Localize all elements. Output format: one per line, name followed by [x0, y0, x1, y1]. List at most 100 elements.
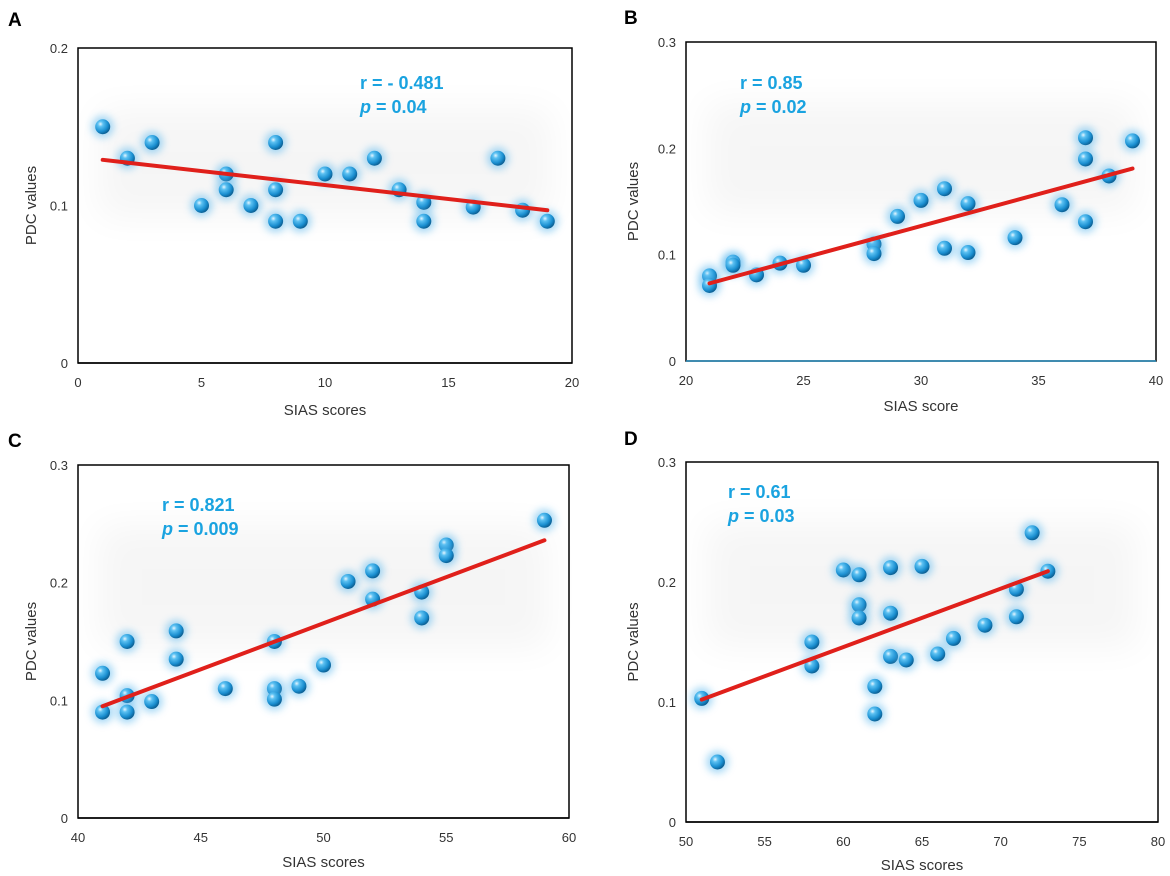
data-point [95, 704, 111, 720]
y-tick-label: 0 [669, 354, 676, 369]
data-point [268, 182, 284, 198]
y-tick-label: 0.1 [50, 693, 68, 708]
p-value: p = 0.02 [739, 97, 807, 117]
y-axis-label: PDC values [625, 162, 642, 241]
data-point [883, 560, 899, 576]
data-point [168, 623, 184, 639]
data-point [119, 704, 135, 720]
data-point [725, 257, 741, 273]
x-tick-label: 40 [71, 830, 85, 845]
x-tick-label: 30 [914, 373, 928, 388]
y-tick-label: 0.1 [50, 199, 68, 214]
data-point [342, 166, 358, 182]
data-point [1078, 130, 1093, 146]
data-point [536, 512, 552, 528]
x-tick-label: 0 [74, 375, 81, 390]
data-point [366, 150, 382, 166]
r-value: r = 0.821 [162, 495, 235, 515]
data-point [866, 246, 882, 262]
r-value: r = - 0.481 [360, 73, 444, 93]
x-tick-label: 20 [679, 373, 693, 388]
y-tick-label: 0.3 [50, 458, 68, 473]
panel-letter: C [8, 431, 22, 452]
p-number: = 0.03 [739, 506, 795, 526]
data-point [867, 678, 883, 694]
p-number: = 0.04 [371, 97, 427, 117]
data-point [268, 213, 284, 229]
data-point [144, 694, 160, 710]
x-tick-label: 50 [679, 834, 693, 849]
data-point [539, 213, 555, 229]
x-axis-label: SIAS scores [284, 402, 367, 419]
data-point [883, 605, 899, 621]
data-point [317, 166, 333, 182]
y-tick-label: 0.3 [658, 35, 676, 50]
panel-letter: B [624, 8, 638, 29]
data-point [95, 665, 111, 681]
p-symbol: p [727, 506, 739, 526]
x-tick-label: 15 [441, 375, 455, 390]
data-point [217, 681, 233, 697]
r-value: r = 0.61 [728, 482, 791, 502]
data-point [960, 196, 976, 212]
regression-line [100, 538, 547, 709]
p-number: = 0.009 [173, 519, 239, 539]
y-tick-label: 0 [61, 811, 68, 826]
data-point [292, 213, 308, 229]
y-tick-label: 0.3 [658, 455, 676, 470]
x-tick-label: 10 [318, 375, 332, 390]
panel-d: D 50 55 60 65 70 75 80 0 0.1 0.2 0.3 SIAS scores PDC … [624, 429, 1165, 874]
y-tick-label: 0.1 [658, 695, 676, 710]
data-point [1078, 214, 1093, 230]
data-point [243, 198, 259, 213]
x-tick-label: 65 [915, 834, 929, 849]
panel-c: C 40 45 50 55 60 0 0.1 0.2 0.3 SIAS scores PDC valu… [8, 431, 576, 871]
data-point [95, 119, 111, 135]
data-point [1007, 230, 1023, 246]
p-symbol: p [161, 519, 173, 539]
x-axis-label: SIAS scores [282, 854, 365, 871]
data-point [960, 245, 976, 261]
data-point [365, 563, 381, 579]
y-tick-label: 0.2 [658, 141, 676, 156]
r-value: r = 0.85 [740, 73, 803, 93]
data-point [709, 754, 725, 770]
p-value: p = 0.03 [727, 506, 795, 526]
data-point [1125, 133, 1140, 149]
data-point [416, 213, 432, 229]
x-tick-label: 20 [565, 375, 579, 390]
p-value: p = 0.04 [359, 97, 427, 117]
p-number: = 0.02 [751, 97, 807, 117]
x-tick-label: 40 [1149, 373, 1163, 388]
y-axis-label: PDC values [23, 166, 40, 245]
data-point [914, 558, 930, 574]
data-point [883, 648, 899, 664]
x-tick-label: 25 [796, 373, 810, 388]
x-tick-label: 55 [757, 834, 771, 849]
panel-letter: D [624, 429, 638, 450]
data-point [937, 181, 952, 197]
data-point [804, 634, 820, 650]
x-tick-label: 35 [1031, 373, 1045, 388]
y-tick-label: 0.2 [50, 41, 68, 56]
data-point [414, 610, 430, 626]
data-point [835, 562, 851, 578]
x-tick-label: 60 [562, 830, 576, 845]
data-point [490, 150, 506, 166]
x-tick-label: 75 [1072, 834, 1086, 849]
p-value: p = 0.009 [161, 519, 239, 539]
y-tick-label: 0 [61, 356, 68, 371]
p-symbol: p [739, 97, 751, 117]
x-tick-label: 55 [439, 830, 453, 845]
data-point [218, 182, 234, 198]
y-tick-label: 0.1 [658, 248, 676, 263]
data-point [977, 617, 993, 633]
x-tick-label: 5 [198, 375, 205, 390]
x-tick-label: 45 [194, 830, 208, 845]
x-tick-label: 80 [1151, 834, 1165, 849]
y-tick-label: 0 [669, 815, 676, 830]
data-point [168, 651, 184, 667]
panel-letter: A [8, 10, 22, 31]
data-point [937, 240, 952, 256]
